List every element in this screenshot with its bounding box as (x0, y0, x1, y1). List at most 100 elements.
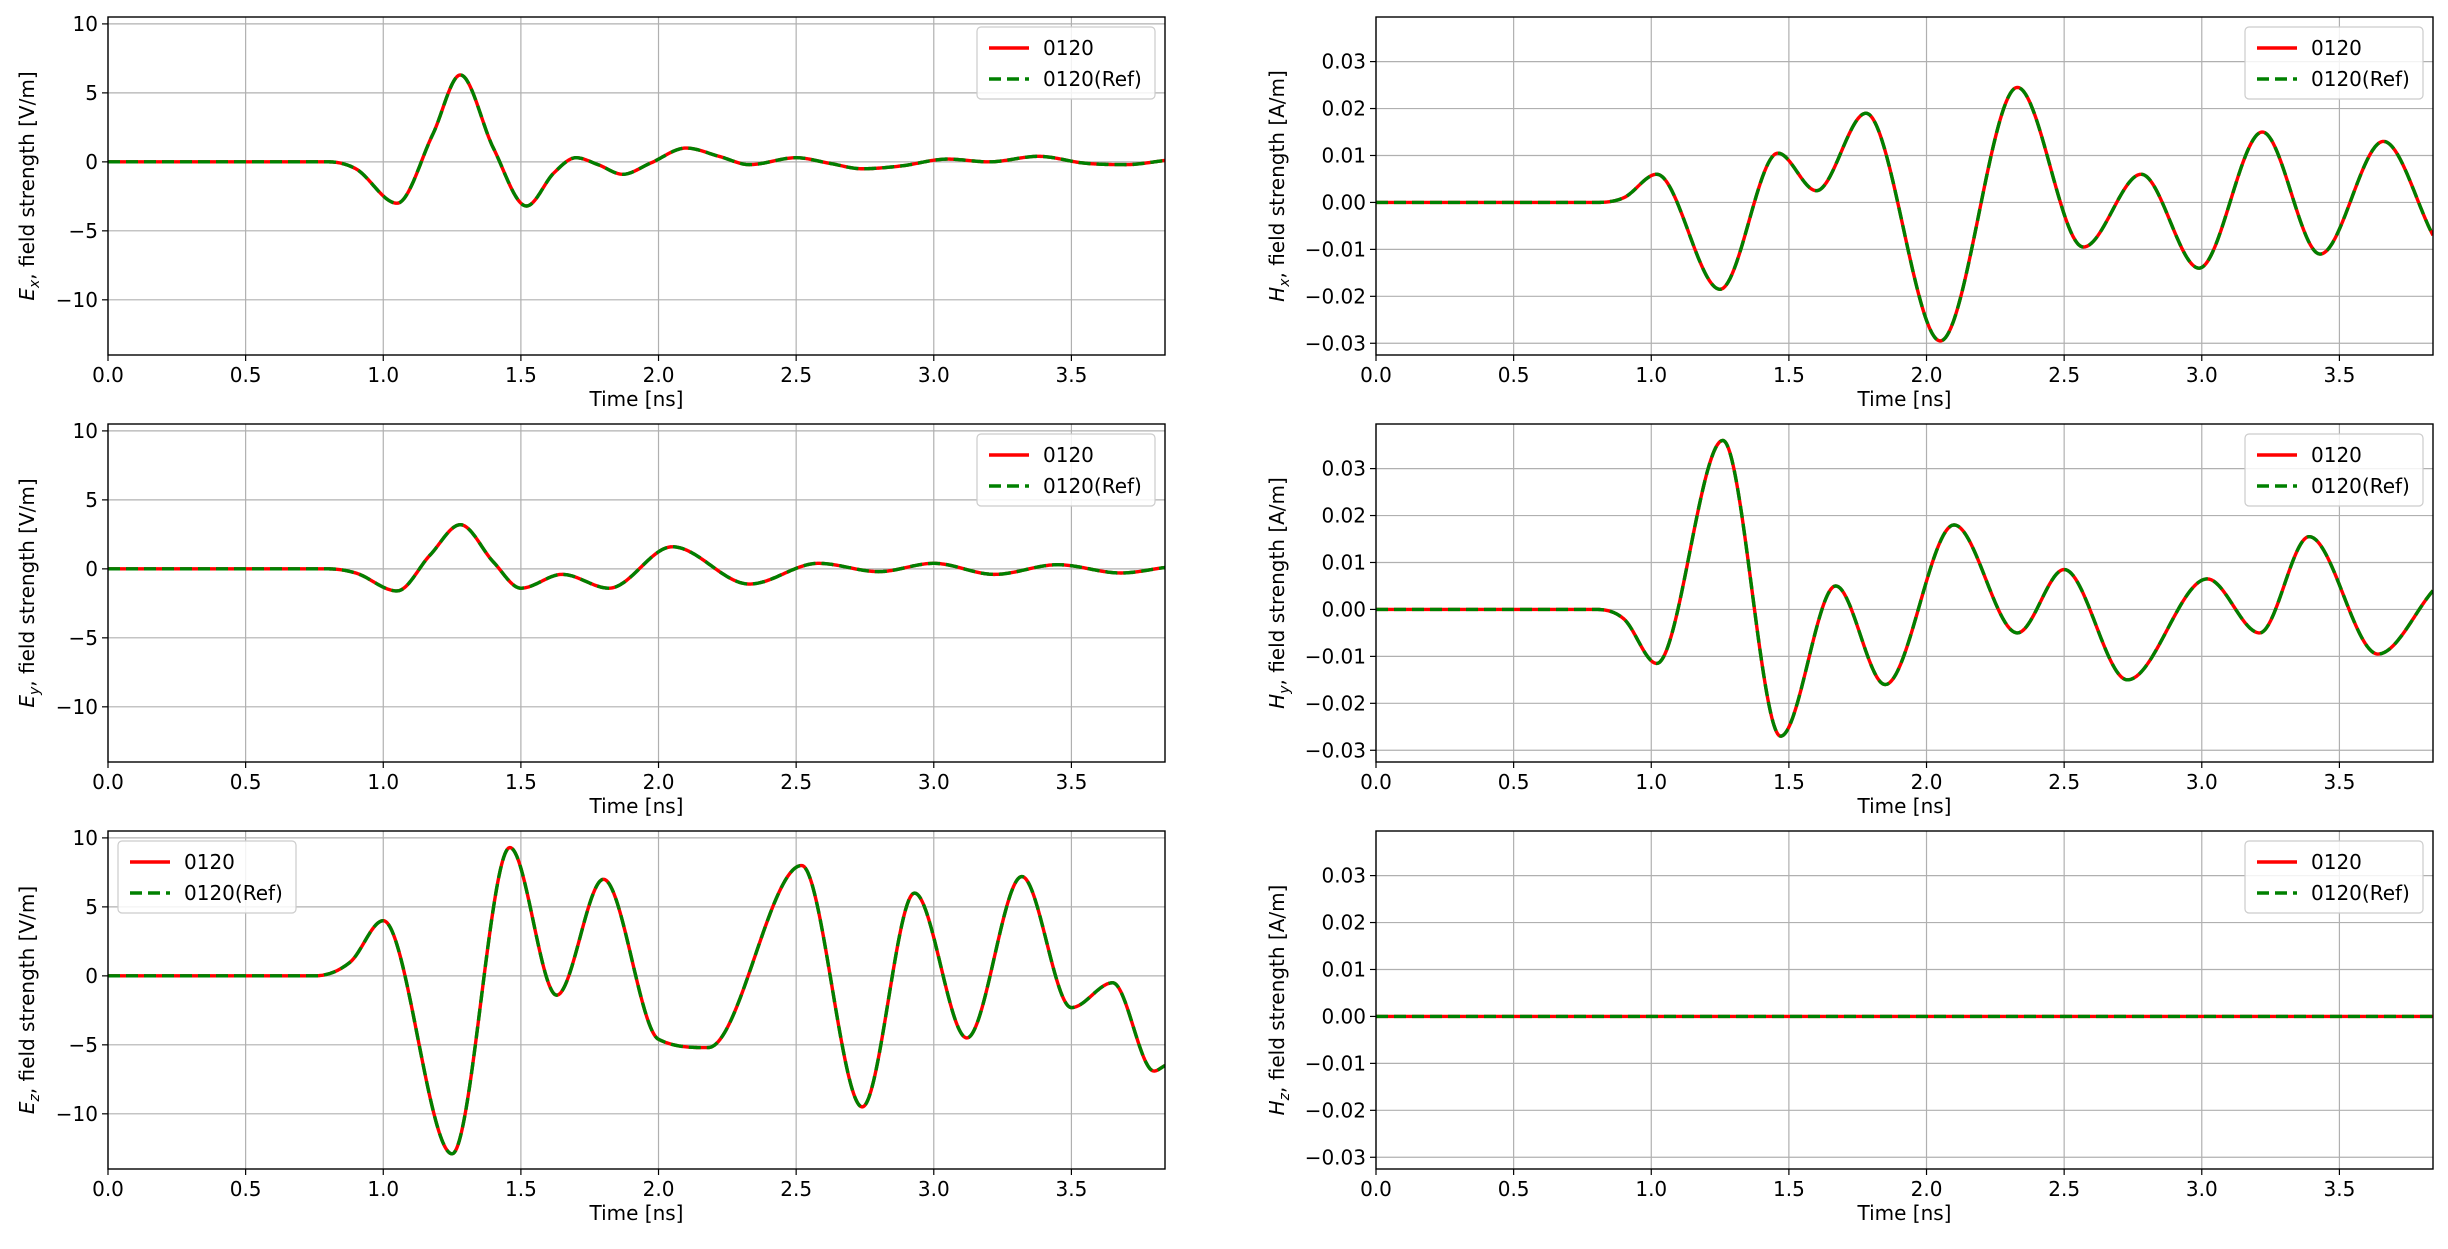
legend-box (976, 433, 1156, 507)
subplot-6: 0.0 0.5 1.0 1.5 2.0 2.5 3.0 3.5 −0.03 −0.02 −0.01 0… (1265, 830, 2434, 1225)
x-axis-label: Time [ns] (1856, 794, 1951, 818)
y-tick-label: 5 (85, 81, 98, 105)
y-label-text: , field strength [V/m] (15, 478, 39, 686)
x-tick-label: 3.5 (1056, 770, 1088, 794)
x-tick-label: 3.0 (918, 363, 950, 387)
y-label-subscript: y (27, 686, 43, 696)
series-line-0120-ref- (108, 845, 1165, 1156)
y-tick-label: 0.03 (1321, 457, 1366, 481)
legend: 0120 0120(Ref) (2244, 433, 2424, 507)
x-axis-label: Time [ns] (1856, 1201, 1951, 1225)
y-tick-label: −0.03 (1305, 738, 1366, 762)
y-label-symbol: E (15, 288, 39, 301)
y-tick-label: 0 (85, 964, 98, 988)
x-tick-label: 3.5 (1056, 363, 1088, 387)
legend-label: 0120 (184, 850, 235, 874)
y-axis-label: Ey, field strength [V/m] (15, 478, 43, 707)
x-tick-label: 2.0 (643, 1177, 675, 1201)
y-label-symbol: H (1265, 287, 1289, 302)
y-label-symbol: E (15, 1101, 39, 1114)
series-line-0120-ref- (1376, 438, 2433, 738)
x-tick-label: 2.5 (2048, 770, 2080, 794)
x-tick-label: 3.0 (918, 770, 950, 794)
y-tick-label: 0.03 (1321, 864, 1366, 888)
y-tick-label: 10 (73, 12, 98, 36)
x-tick-label: 1.5 (505, 1177, 537, 1201)
subplot-2: 0.0 0.5 1.0 1.5 2.0 2.5 3.0 3.5 −0.03 −0.02 −0.01 0… (1265, 16, 2434, 411)
y-axis-label: Hy, field strength [A/m] (1265, 477, 1293, 709)
y-tick-label: −0.02 (1305, 691, 1366, 715)
x-tick-label: 0.0 (92, 770, 124, 794)
y-tick-label: −0.02 (1305, 1098, 1366, 1122)
x-tick-label: 3.5 (1056, 1177, 1088, 1201)
y-label-text: , field strength [A/m] (1265, 477, 1289, 685)
x-tick-label: 0.5 (230, 363, 262, 387)
y-axis-label: Ex, field strength [V/m] (15, 71, 43, 300)
y-tick-label: 10 (73, 826, 98, 850)
y-tick-label: 0.03 (1321, 50, 1366, 74)
axes-frame (107, 830, 1166, 1170)
y-tick-label: −10 (56, 1102, 98, 1126)
legend-label: 0120 (2311, 850, 2362, 874)
x-axis-label: Time [ns] (588, 794, 683, 818)
y-tick-label: 0.02 (1321, 97, 1366, 121)
x-tick-label: 2.5 (780, 363, 812, 387)
legend-label: 0120 (1043, 443, 1094, 467)
x-tick-label: 1.5 (1773, 770, 1805, 794)
axes-frame (107, 16, 1166, 356)
x-tick-label: 3.0 (2186, 770, 2218, 794)
y-label-subscript: z (1277, 1092, 1293, 1101)
x-tick-label: 1.0 (367, 1177, 399, 1201)
legend-box (117, 840, 297, 914)
axes-frame (107, 423, 1166, 763)
y-label-symbol: H (1265, 694, 1289, 709)
y-label-text: , field strength [A/m] (1265, 885, 1289, 1093)
y-tick-label: 0.02 (1321, 504, 1366, 528)
x-tick-label: 1.5 (1773, 363, 1805, 387)
legend-label: 0120 (2311, 443, 2362, 467)
y-label-symbol: E (15, 695, 39, 708)
y-tick-label: −5 (69, 626, 98, 650)
y-tick-label: −5 (69, 219, 98, 243)
x-axis-label: Time [ns] (588, 387, 683, 411)
y-tick-label: 0 (85, 150, 98, 174)
x-tick-label: 0.5 (1498, 1177, 1530, 1201)
legend: 0120 0120(Ref) (117, 840, 297, 914)
y-tick-label: 0.01 (1321, 957, 1366, 981)
y-label-text: , field strength [V/m] (15, 71, 39, 279)
y-axis-label: Hz, field strength [A/m] (1265, 885, 1293, 1116)
y-tick-label: 0.00 (1321, 190, 1366, 214)
y-tick-label: −0.01 (1305, 237, 1366, 261)
y-tick-label: −5 (69, 1033, 98, 1057)
y-label-subscript: z (27, 1094, 43, 1103)
legend-label: 0120(Ref) (2311, 67, 2410, 91)
x-tick-label: 3.0 (2186, 363, 2218, 387)
x-tick-label: 2.0 (643, 363, 675, 387)
y-label-symbol: H (1265, 1100, 1289, 1115)
x-tick-label: 3.0 (2186, 1177, 2218, 1201)
x-tick-label: 2.5 (2048, 1177, 2080, 1201)
y-axis-label: Ez, field strength [V/m] (15, 886, 43, 1114)
x-tick-label: 0.5 (230, 770, 262, 794)
legend: 0120 0120(Ref) (976, 433, 1156, 507)
y-tick-label: 0.01 (1321, 143, 1366, 167)
y-tick-label: −10 (56, 695, 98, 719)
legend-label: 0120(Ref) (2311, 881, 2410, 905)
y-tick-label: 0 (85, 557, 98, 581)
series-line-0120 (108, 73, 1165, 208)
legend-box (976, 26, 1156, 100)
subplot-5: 0.0 0.5 1.0 1.5 2.0 2.5 3.0 3.5 −10 −5 0 5 10 Time [n… (15, 826, 1166, 1225)
y-tick-label: −10 (56, 288, 98, 312)
y-tick-label: −0.03 (1305, 1145, 1366, 1169)
x-tick-label: 0.0 (92, 363, 124, 387)
y-tick-label: 0.01 (1321, 550, 1366, 574)
series-line-0120-ref- (108, 523, 1165, 593)
y-label-subscript: x (1277, 278, 1293, 288)
y-tick-label: 10 (73, 419, 98, 443)
x-tick-label: 0.5 (230, 1177, 262, 1201)
x-tick-label: 2.5 (2048, 363, 2080, 387)
x-tick-label: 2.5 (780, 770, 812, 794)
x-tick-label: 0.5 (1498, 363, 1530, 387)
y-tick-label: 5 (85, 895, 98, 919)
axes-frame (1375, 16, 2434, 356)
